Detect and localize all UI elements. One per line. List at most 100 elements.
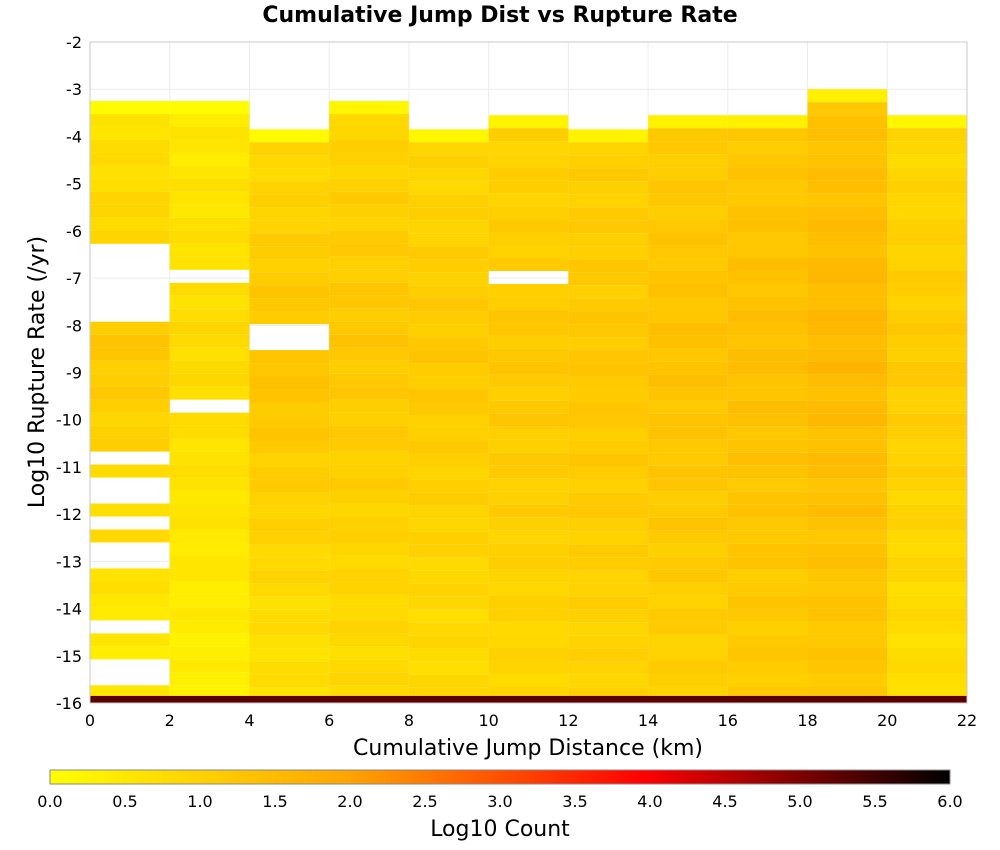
heatmap-cell bbox=[408, 233, 489, 247]
heatmap-cell bbox=[90, 347, 170, 361]
heatmap-cell bbox=[887, 491, 967, 505]
heatmap-cell bbox=[568, 142, 649, 156]
heatmap-cell bbox=[249, 596, 330, 610]
heatmap-cell bbox=[90, 425, 170, 439]
heatmap-cell bbox=[648, 206, 728, 220]
heatmap-cell bbox=[90, 646, 170, 660]
heatmap-cell bbox=[169, 672, 250, 686]
heatmap-cell bbox=[648, 258, 728, 271]
heatmap-cell bbox=[249, 220, 330, 234]
heatmap-cell bbox=[249, 492, 330, 506]
heatmap-cell bbox=[727, 530, 808, 544]
heatmap-cell bbox=[568, 376, 649, 390]
heatmap-cell bbox=[329, 594, 409, 608]
heatmap-cell bbox=[648, 335, 728, 349]
x-tick-label: 8 bbox=[404, 711, 414, 730]
heatmap-cell bbox=[807, 426, 888, 440]
heatmap-cell bbox=[90, 101, 170, 115]
heatmap-cell bbox=[648, 245, 728, 259]
heatmap-cell bbox=[90, 321, 170, 335]
heatmap-cell bbox=[169, 101, 250, 115]
heatmap-cell bbox=[568, 298, 649, 312]
x-tick-label: 18 bbox=[797, 711, 817, 730]
heatmap-cell bbox=[408, 453, 489, 467]
heatmap-cell bbox=[807, 296, 888, 310]
heatmap-cell bbox=[408, 622, 489, 636]
heatmap-cell bbox=[329, 464, 409, 478]
heatmap-cell bbox=[648, 439, 728, 453]
heatmap-cell bbox=[727, 193, 808, 207]
heatmap-cell bbox=[329, 101, 409, 115]
heatmap-cell bbox=[408, 635, 489, 649]
heatmap-cell bbox=[408, 350, 489, 364]
heatmap-cell bbox=[887, 283, 967, 297]
heatmap-cell bbox=[408, 363, 489, 377]
heatmap-cell bbox=[648, 154, 728, 168]
heatmap-cell bbox=[648, 413, 728, 427]
heatmap-cell bbox=[887, 608, 967, 622]
heatmap-cell bbox=[90, 529, 170, 543]
heatmap-cell bbox=[887, 595, 967, 609]
heatmap-cell bbox=[568, 324, 649, 338]
heatmap-cell bbox=[90, 191, 170, 205]
heatmap-cell bbox=[488, 556, 569, 570]
heatmap-cell bbox=[249, 518, 330, 532]
y-tick-label: -12 bbox=[56, 505, 82, 524]
x-axis-ticks: 0 2 4 6 8 10 12 14 16 18 20 22 bbox=[85, 711, 977, 730]
heatmap-cell bbox=[807, 621, 888, 635]
heatmap-cell bbox=[408, 492, 489, 506]
heatmap-cell bbox=[488, 180, 569, 194]
heatmap-cell bbox=[329, 581, 409, 595]
colorbar-tick-label: 3.0 bbox=[487, 792, 512, 811]
heatmap-cell bbox=[568, 557, 649, 571]
heatmap-cell bbox=[648, 686, 728, 696]
heatmap-cell bbox=[568, 635, 649, 649]
heatmap-cell bbox=[807, 348, 888, 362]
heatmap-cell bbox=[727, 426, 808, 440]
heatmap-cell bbox=[807, 219, 888, 233]
heatmap-cell bbox=[807, 322, 888, 336]
y-axis-label: Log10 Rupture Rate (/yr) bbox=[25, 236, 50, 508]
heatmap-cell bbox=[249, 583, 330, 597]
heatmap-cell bbox=[887, 348, 967, 362]
heatmap-cell bbox=[329, 451, 409, 465]
heatmap-cell bbox=[727, 569, 808, 583]
heatmap-cell bbox=[807, 193, 888, 207]
heatmap-cell bbox=[488, 258, 569, 271]
colorbar-tick-label: 1.0 bbox=[187, 792, 212, 811]
heatmap-cell bbox=[648, 128, 728, 142]
heatmap-cell bbox=[648, 167, 728, 181]
heatmap-cell bbox=[90, 204, 170, 218]
heatmap-cell bbox=[648, 361, 728, 375]
heatmap-cell bbox=[408, 544, 489, 558]
heatmap-cell bbox=[329, 217, 409, 231]
heatmap-cell bbox=[488, 374, 569, 388]
colorbar-tick-label: 3.5 bbox=[562, 792, 587, 811]
heatmap-cell bbox=[807, 374, 888, 388]
heatmap-cell bbox=[807, 686, 888, 696]
heatmap-cell bbox=[807, 465, 888, 479]
x-tick-label: 2 bbox=[165, 711, 175, 730]
heatmap-cell bbox=[488, 530, 569, 544]
heatmap-cell bbox=[408, 479, 489, 493]
heatmap-cell bbox=[807, 309, 888, 323]
heatmap-cell-bottom-row bbox=[90, 695, 967, 703]
heatmap-cell bbox=[488, 686, 569, 696]
heatmap-cell bbox=[648, 647, 728, 661]
heatmap-cell bbox=[488, 465, 569, 479]
heatmap-cell bbox=[727, 374, 808, 388]
heatmap-cell bbox=[169, 542, 250, 556]
heatmap-cell bbox=[169, 178, 250, 192]
heatmap-cell bbox=[249, 194, 330, 208]
colorbar-tick-label: 0.0 bbox=[37, 792, 62, 811]
heatmap-cell bbox=[329, 438, 409, 452]
heatmap-cell bbox=[887, 309, 967, 323]
heatmap-cell bbox=[648, 491, 728, 505]
heatmap-cell bbox=[727, 517, 808, 531]
heatmap-cell bbox=[568, 505, 649, 519]
heatmap-cell bbox=[90, 178, 170, 192]
heatmap-cell bbox=[169, 152, 250, 166]
heatmap-cell bbox=[648, 219, 728, 233]
y-tick-label: -4 bbox=[66, 127, 82, 146]
heatmap-cell bbox=[887, 128, 967, 142]
